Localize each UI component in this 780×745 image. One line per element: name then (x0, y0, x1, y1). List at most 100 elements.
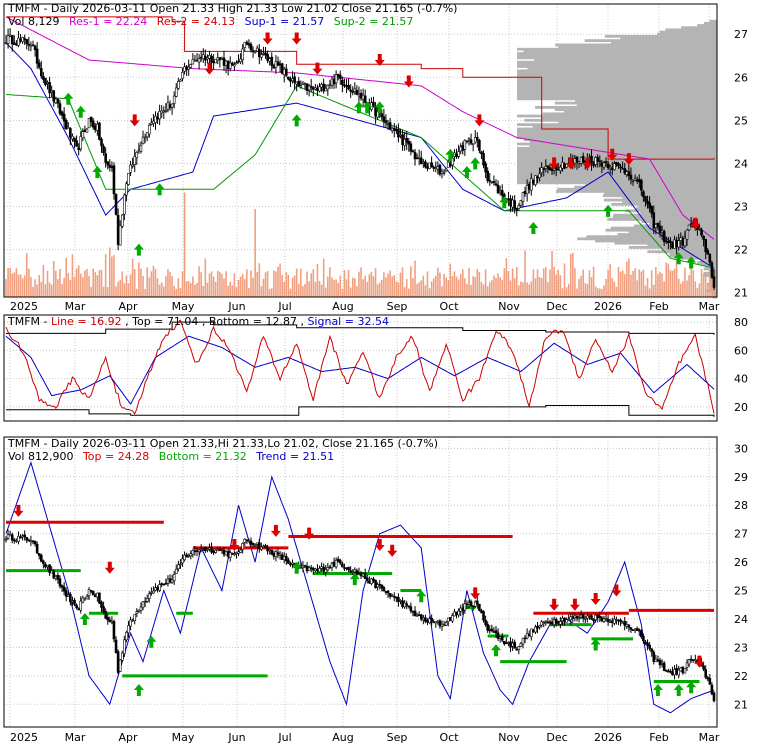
candle-body (390, 128, 394, 131)
volume-bar (515, 267, 518, 297)
trend-candles (4, 529, 716, 703)
candle-body (62, 113, 66, 122)
candle-body (8, 533, 12, 536)
candle-body (529, 178, 533, 191)
x-tick-label: Apr (118, 300, 138, 313)
volume-bar (694, 281, 697, 297)
candle-body (604, 161, 608, 163)
candle-body (129, 619, 132, 627)
x-tick-label: Mar (65, 300, 86, 313)
candle-body (409, 143, 413, 152)
volume-bar (488, 282, 491, 297)
legend-sup2: Sup-2 = 21.57 (334, 15, 414, 28)
volume-profile-bar (517, 155, 717, 159)
volume-bar (682, 281, 684, 297)
candle-body (15, 43, 18, 46)
volume-bar (547, 282, 549, 297)
volume-profile-bar (517, 134, 717, 137)
candle-body (704, 669, 707, 678)
candle-body (127, 173, 130, 185)
oscillator-panel: 20 40 60 80 TMFM - Line = 16.92 , Top = 71.… (3, 314, 748, 422)
volume-bar (268, 288, 271, 297)
candle-body (405, 603, 409, 606)
candle-body (384, 120, 388, 123)
candle-body (305, 565, 309, 572)
candle-body (679, 237, 683, 241)
candle-body (118, 659, 122, 672)
candle-body (187, 555, 191, 557)
candle-body (216, 57, 220, 61)
candle-body (181, 72, 184, 79)
volume-profile-bar (703, 267, 717, 271)
volume-bar (59, 268, 61, 297)
candle-body (25, 39, 29, 44)
volume-bar (69, 279, 72, 297)
candle-body (110, 166, 114, 168)
candle-body (687, 659, 691, 665)
candle-body (600, 617, 604, 622)
volume-bar (92, 268, 95, 297)
volume-bar (237, 279, 240, 297)
candle-body (262, 545, 265, 548)
candle-body (199, 548, 203, 551)
trend-sell-arrow (549, 598, 560, 611)
candle-body (368, 580, 371, 584)
candle-body (523, 637, 527, 640)
candle-body (482, 153, 485, 166)
volume-bar (557, 269, 560, 297)
volume-profile-bar (558, 45, 717, 49)
candle-body (166, 102, 170, 110)
volume-bar (453, 271, 456, 297)
candle-body (401, 134, 404, 145)
candle-body (6, 534, 10, 539)
volume-bar (258, 263, 261, 297)
candle-body (218, 549, 222, 552)
candle-body (673, 669, 676, 676)
candle-body (276, 552, 280, 555)
volume-bar (333, 279, 335, 297)
candle-body (675, 668, 678, 675)
candle-body (484, 619, 487, 625)
candle-body (602, 618, 606, 623)
candle-body (262, 52, 265, 55)
buy-arrow (75, 105, 86, 118)
volume-bar (337, 282, 339, 297)
volume-bar (246, 269, 248, 297)
candle-body (552, 619, 556, 626)
volume-bar (565, 287, 568, 297)
candle-body (702, 235, 705, 240)
candle-body (311, 87, 315, 90)
candle-body (426, 620, 429, 623)
candle-body (50, 90, 53, 93)
candle-body (532, 629, 535, 633)
candle-body (60, 585, 64, 588)
candle-body (108, 619, 112, 622)
candle-body (529, 628, 533, 638)
candle-body (409, 606, 413, 612)
candle-body (449, 617, 452, 621)
candle-body (195, 59, 199, 62)
volume-bar (574, 268, 576, 297)
volume-profile-bar (534, 58, 717, 62)
volume-bar (84, 270, 86, 297)
candle-body (206, 548, 209, 551)
volume-bar (640, 271, 643, 297)
candle-body (615, 619, 618, 621)
volume-profile-bar (540, 116, 717, 120)
volume-bar (700, 269, 703, 297)
candle-body (465, 140, 469, 143)
candle-body (106, 161, 110, 166)
volume-bar (262, 278, 265, 297)
candle-body (326, 567, 330, 571)
x-tick-label: Jul (277, 731, 291, 744)
candle-body (610, 168, 614, 170)
candle-body (399, 135, 402, 137)
candle-body (606, 163, 610, 169)
volume-bar (335, 279, 337, 297)
oscillator-bottom-line (6, 405, 715, 417)
candle-body (228, 62, 232, 69)
candle-body (8, 34, 12, 37)
candle-body (334, 74, 338, 84)
volume-bar (185, 281, 188, 297)
trend-sell-arrow (590, 593, 601, 606)
